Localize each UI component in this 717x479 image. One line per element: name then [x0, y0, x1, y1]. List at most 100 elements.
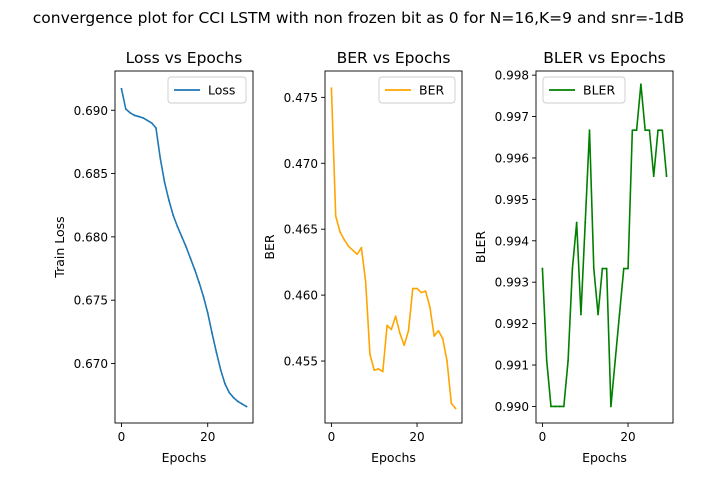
data-point-bler-27 — [657, 129, 659, 132]
figure-title: convergence plot for CCI LSTM with non f… — [33, 9, 684, 27]
data-point-ber-0 — [330, 87, 333, 90]
y-tick-label-2-6: 0.996 — [495, 151, 529, 165]
data-point-bler-12 — [592, 267, 595, 270]
data-point-ber-11 — [377, 368, 380, 370]
x-tick-label-0-0: 0 — [118, 430, 126, 444]
legend-label-bler: BLER — [583, 83, 615, 98]
data-point-bler-6 — [567, 359, 570, 362]
x-axis-label-0: Epochs — [162, 450, 207, 465]
data-point-loss-24 — [224, 382, 226, 385]
data-point-loss-2 — [129, 111, 131, 114]
chart-title-1: BER vs Epochs — [337, 49, 451, 67]
y-tick-label-0-3: 0.685 — [74, 167, 108, 181]
series-line-loss — [120, 87, 248, 408]
y-axis-label-0: Train Loss — [52, 216, 67, 278]
chart-title-0: Loss vs Epochs — [126, 49, 243, 67]
x-axis-label-2: Epochs — [582, 450, 627, 465]
data-point-ber-29 — [454, 407, 457, 410]
y-axis-label-2: BLER — [473, 231, 488, 263]
legend-box-2 — [542, 76, 626, 104]
data-point-bler-3 — [554, 405, 557, 408]
data-point-loss-21 — [211, 332, 213, 335]
data-point-ber-21 — [420, 291, 423, 294]
data-point-loss-16 — [189, 257, 192, 260]
y-tick-label-2-0: 0.990 — [495, 400, 529, 414]
data-point-ber-26 — [441, 337, 444, 340]
data-point-loss-8 — [155, 127, 157, 129]
data-point-ber-15 — [394, 315, 397, 318]
data-point-bler-19 — [622, 267, 625, 270]
data-point-ber-9 — [369, 353, 371, 356]
data-point-loss-15 — [185, 246, 188, 248]
data-point-bler-8 — [575, 221, 578, 224]
data-point-loss-4 — [137, 115, 140, 118]
y-tick-label-2-8: 0.998 — [495, 69, 529, 83]
data-point-loss-14 — [180, 235, 183, 238]
data-point-bler-9 — [580, 313, 582, 316]
data-point-ber-17 — [403, 344, 406, 347]
x-tick-label-0-1: 20 — [200, 430, 215, 444]
data-point-ber-7 — [360, 246, 363, 249]
y-tick-label-0-4: 0.690 — [74, 104, 108, 118]
y-tick-label-2-2: 0.992 — [495, 317, 529, 331]
data-point-loss-20 — [206, 311, 209, 314]
data-point-bler-16 — [610, 405, 612, 408]
data-point-loss-22 — [215, 351, 218, 353]
data-point-ber-13 — [386, 324, 388, 327]
data-point-ber-5 — [351, 249, 354, 252]
data-point-ber-23 — [428, 306, 431, 308]
data-point-loss-18 — [198, 281, 200, 284]
data-point-loss-7 — [150, 122, 153, 124]
data-point-ber-20 — [416, 287, 418, 290]
legend-label-loss: Loss — [208, 83, 235, 98]
data-point-loss-19 — [202, 295, 205, 298]
data-point-loss-28 — [241, 403, 244, 405]
data-point-bler-26 — [652, 175, 655, 178]
data-point-loss-1 — [124, 108, 127, 110]
data-point-ber-18 — [407, 329, 410, 332]
data-point-bler-28 — [661, 129, 664, 132]
data-point-loss-17 — [193, 268, 196, 271]
data-point-bler-11 — [588, 129, 591, 132]
axes-frame-0 — [114, 70, 254, 424]
data-point-ber-1 — [334, 215, 337, 217]
data-point-loss-12 — [172, 214, 175, 217]
axes-frame-1 — [324, 70, 463, 424]
y-tick-label-1-1: 0.460 — [284, 289, 318, 303]
data-point-loss-6 — [146, 119, 149, 122]
data-point-ber-8 — [364, 281, 367, 283]
series-line-ber — [330, 87, 457, 410]
data-point-bler-21 — [631, 129, 634, 132]
y-tick-label-0-2: 0.680 — [74, 230, 108, 244]
x-tick-label-1-0: 0 — [328, 430, 336, 444]
data-point-bler-10 — [584, 221, 587, 224]
data-point-ber-4 — [347, 245, 350, 248]
data-point-bler-25 — [648, 129, 651, 132]
data-point-loss-10 — [163, 181, 166, 184]
y-tick-label-1-2: 0.465 — [284, 223, 318, 237]
y-tick-label-2-5: 0.995 — [495, 193, 529, 207]
data-point-bler-0 — [541, 267, 544, 270]
y-tick-label-2-7: 0.997 — [495, 110, 529, 124]
data-point-bler-7 — [571, 267, 574, 270]
data-point-bler-2 — [550, 405, 552, 408]
data-point-loss-11 — [168, 199, 170, 202]
data-point-bler-29 — [665, 175, 668, 178]
data-point-bler-22 — [635, 129, 638, 132]
y-axis-label-1: BER — [262, 234, 277, 259]
y-tick-label-0-1: 0.675 — [74, 294, 108, 308]
data-point-loss-0 — [120, 87, 123, 90]
data-point-ber-10 — [373, 369, 376, 372]
data-point-bler-4 — [558, 405, 561, 408]
axes-frame-2 — [535, 70, 674, 424]
data-point-loss-27 — [237, 400, 239, 403]
data-point-bler-14 — [601, 267, 604, 270]
x-axis-label-1: Epochs — [371, 450, 416, 465]
y-tick-label-1-0: 0.455 — [284, 355, 318, 369]
data-point-ber-27 — [446, 360, 448, 362]
data-point-bler-18 — [618, 313, 621, 316]
data-point-bler-5 — [562, 405, 565, 408]
data-point-loss-26 — [232, 396, 235, 399]
